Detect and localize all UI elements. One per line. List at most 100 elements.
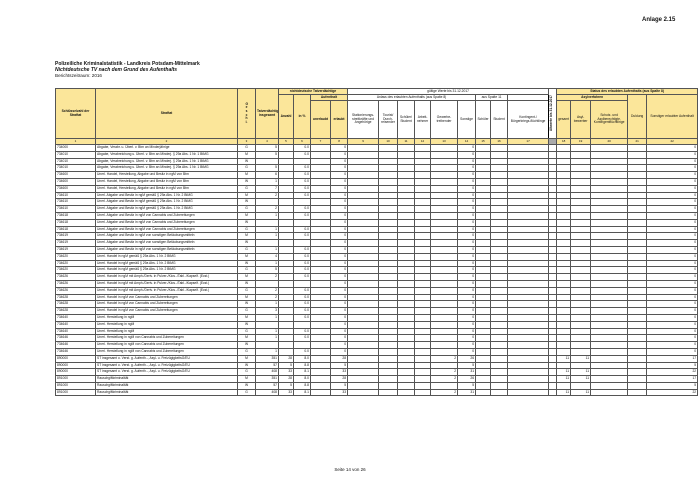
cell-col-5 <box>278 307 294 315</box>
cell-col-4 <box>255 341 279 349</box>
cell-col-9 <box>347 307 380 315</box>
cell-col-13 <box>430 164 459 173</box>
cell-col-4: 2 <box>255 286 279 295</box>
cell-col-6: 0.0 <box>293 150 311 159</box>
cell-col-13: 2 <box>430 388 459 397</box>
offense-name: Unerl. Herstellung in ngM <box>95 313 238 322</box>
offense-name: Unerl. Herstellung in ngM von Cannabis u… <box>95 347 238 356</box>
cell-col-12 <box>414 313 432 322</box>
cell-col-old <box>548 286 558 295</box>
cell-col-7 <box>310 232 331 241</box>
cell-col-15 <box>475 191 492 200</box>
cell-col-17 <box>507 341 550 349</box>
sex: M <box>237 191 256 200</box>
cell-col-old <box>548 211 558 220</box>
cell-col-20 <box>590 252 629 261</box>
cell-col-13 <box>430 232 459 241</box>
table-row: 734628 Unerl. Handel in ngM von Cannabis … <box>55 307 699 315</box>
cell-col-9 <box>347 205 380 213</box>
table-row: 734619 Unerl. Abgabe und Besitz in ngM vo… <box>55 245 699 254</box>
cell-col-10 <box>378 368 399 377</box>
cell-col-18 <box>556 157 572 166</box>
offense-name: Unerl. Abgabe und Besitz in ngM gemäß § … <box>95 205 238 213</box>
cell-col-10 <box>378 347 399 356</box>
cell-col-22: 0 <box>646 279 699 288</box>
cell-col-5 <box>278 218 294 227</box>
cell-col-20 <box>590 157 629 166</box>
cell-col-16 <box>490 320 509 329</box>
cell-col-22: 0 <box>646 307 699 315</box>
cell-col-19: 11 <box>570 354 592 363</box>
cell-col-4: 1 <box>255 232 279 241</box>
offense-key: 734610 <box>55 191 96 200</box>
cell-col-4: 2 <box>255 205 279 213</box>
offense-key: 891000 <box>55 388 96 397</box>
cell-col-14: 0 <box>457 225 477 234</box>
cell-col-7 <box>310 327 331 336</box>
offense-name: Unerl. Handel in ngM gemäß § 29a Abs. 1 … <box>95 266 238 275</box>
cell-col-21 <box>627 361 648 370</box>
cell-col-9 <box>347 347 380 356</box>
cell-col-4: 351 <box>255 354 279 363</box>
cell-col-5 <box>278 205 294 213</box>
cell-col-21 <box>627 266 648 275</box>
cell-col-17 <box>507 279 550 288</box>
cell-col-19 <box>570 177 592 186</box>
cell-col-12 <box>414 388 432 397</box>
cell-col-16 <box>490 184 509 193</box>
cell-col-21 <box>627 354 648 363</box>
cell-col-8: 0 <box>329 211 349 220</box>
cell-col-21 <box>627 150 648 159</box>
cell-col-9 <box>347 232 380 241</box>
cell-col-4: 4 <box>255 252 279 261</box>
cell-col-20 <box>590 286 629 295</box>
cell-col-14: 0 <box>457 341 477 349</box>
cell-col-9 <box>347 245 380 254</box>
cell-col-12 <box>414 252 432 261</box>
cell-col-14: 0 <box>457 205 477 213</box>
header-old-cell: Altwerte bis 31.12.2017 <box>548 88 558 139</box>
cell-col-5 <box>278 334 294 343</box>
cell-col-16 <box>490 198 509 207</box>
cell-col-17 <box>507 334 550 343</box>
cell-col-13 <box>430 259 459 268</box>
sex: W <box>237 341 256 349</box>
cell-col-16 <box>490 177 509 186</box>
cell-col-12 <box>414 293 432 302</box>
sex: G <box>237 225 256 234</box>
cell-col-16 <box>490 205 509 213</box>
cell-col-21 <box>627 381 648 390</box>
cell-col-6: 8.1 <box>293 388 311 397</box>
cell-col-19 <box>570 232 592 241</box>
header-c17: Kontingent-/ Bürgerkriegs-flüchtlinge <box>507 100 550 139</box>
cell-col-old <box>548 198 558 207</box>
cell-col-10 <box>378 273 399 281</box>
cell-col-14: 0 <box>457 327 477 336</box>
cell-col-7 <box>310 361 331 370</box>
cell-col-5 <box>278 286 294 295</box>
cell-col-17 <box>507 191 550 200</box>
cell-col-12 <box>414 157 432 166</box>
sex: G <box>237 205 256 213</box>
cell-col-21 <box>627 218 648 227</box>
cell-col-7 <box>310 198 331 207</box>
cell-col-6 <box>293 239 311 247</box>
offense-key: 734626 <box>55 279 96 288</box>
cell-col-19 <box>570 157 592 166</box>
cell-col-9 <box>347 150 380 159</box>
cell-col-15 <box>475 347 492 356</box>
cell-col-8: 0 <box>329 279 349 288</box>
cell-col-12 <box>414 164 432 173</box>
offense-key: 734626 <box>55 273 96 281</box>
cell-col-18 <box>556 191 572 200</box>
offense-key: 734010 <box>55 164 96 173</box>
offense-name: Rauschgiftkriminalität <box>95 388 238 397</box>
report-title: Polizeiliche Kriminalstatistik - Landkre… <box>55 61 200 67</box>
table-row: 734619 Unerl. Abgabe und Besitz in ngM vo… <box>55 232 699 241</box>
cell-col-15 <box>475 225 492 234</box>
cell-col-16 <box>490 354 509 363</box>
cell-col-22: 17 <box>646 354 699 363</box>
cell-col-22: 0 <box>646 211 699 220</box>
cell-col-15 <box>475 245 492 254</box>
cell-col-4 <box>255 157 279 166</box>
